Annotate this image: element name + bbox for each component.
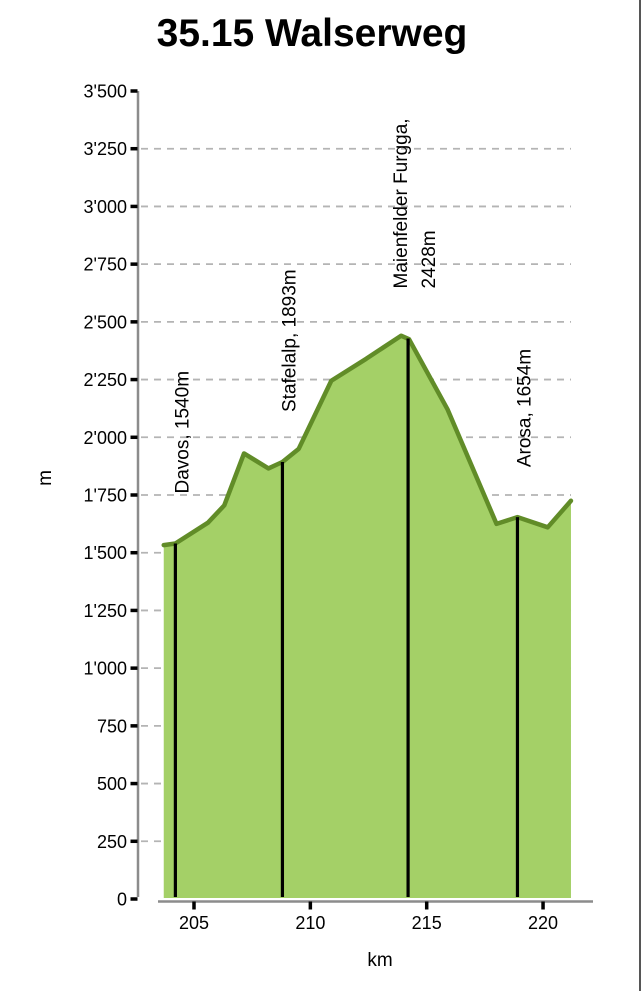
y-tick-label: 500 [97,774,127,794]
y-axis-title: m [35,470,56,486]
y-tick-label: 3'000 [84,197,127,217]
x-tick-label: 220 [528,913,558,933]
x-tick-label: 205 [179,913,209,933]
y-tick-label: 1'750 [84,486,127,506]
x-axis-title: km [367,950,392,971]
chart-title: 35.15 Walserweg [157,12,468,55]
y-tick-label: 2'000 [84,428,127,448]
y-tick-label: 2'250 [84,370,127,390]
chart-plot-area: Davos, 1540m Stafelalp, 1893m Maienfelder … [84,82,593,933]
y-tick-label: 2'750 [84,255,127,275]
x-tick-label: 210 [295,913,325,933]
x-tick-label: 215 [412,913,442,933]
y-tick-label: 750 [97,716,127,736]
waypoint-label: Maienfelder Furgga, [391,118,412,288]
y-tick-label: 0 [117,890,127,910]
y-tick-label: 3'250 [84,139,127,159]
y-tick-label: 1'000 [84,659,127,679]
y-tick-label: 2'500 [84,312,127,332]
y-tick-label: 250 [97,832,127,852]
waypoint-label: 2428m [419,230,440,288]
y-tick-label: 1'500 [84,543,127,563]
waypoint-label: Stafelalp, 1893m [279,269,300,412]
y-tick-label: 1'250 [84,601,127,621]
elevation-area [163,335,571,898]
y-tick-label: 3'500 [84,82,127,102]
waypoint-label: Arosa, 1654m [514,349,535,467]
waypoint-label: Davos, 1540m [172,371,193,494]
elevation-profile-line [161,333,574,548]
